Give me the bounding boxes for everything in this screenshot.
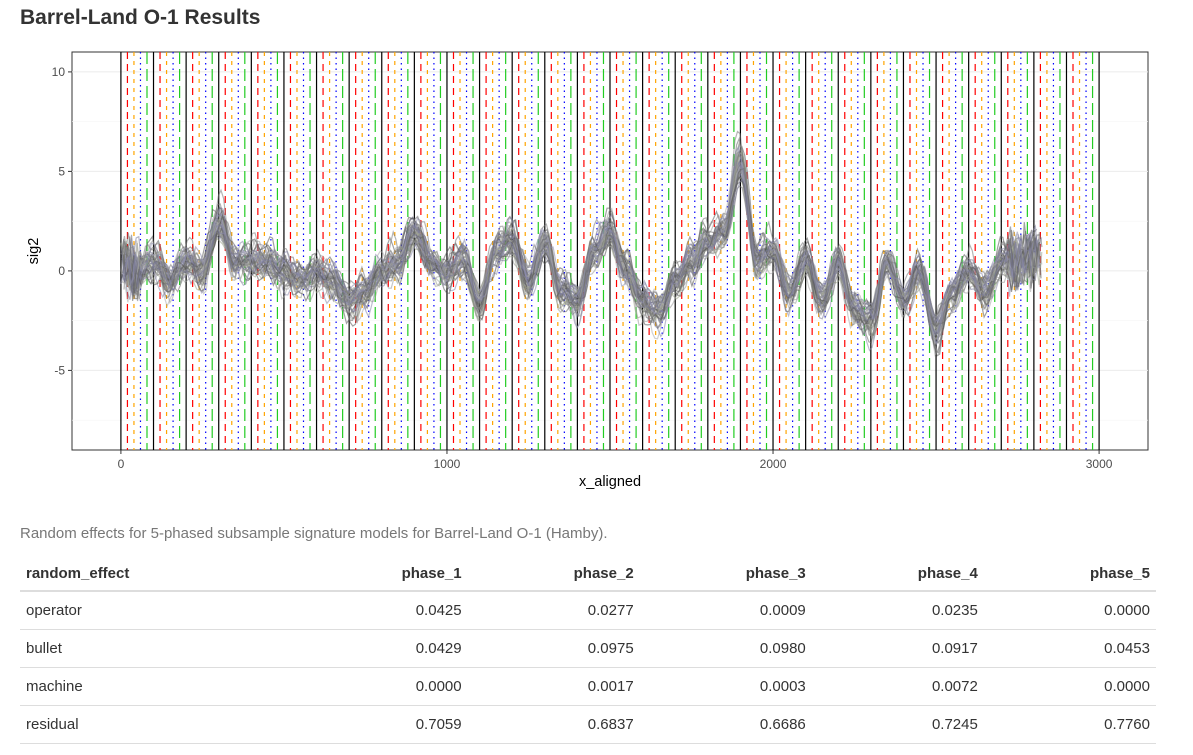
x-axis-title: x_aligned [579,474,641,490]
table-cell: 0.0453 [983,629,1156,668]
table-cell: 0.7760 [983,705,1156,744]
table-row: machine 0.0000 0.0017 0.0003 0.0072 0.00… [20,667,1156,706]
y-tick-label: 10 [52,65,66,79]
table-cell: 0.0003 [639,667,812,706]
table-cell: 0.0000 [983,667,1156,706]
y-tick-label: -5 [54,363,65,377]
x-tick-label: 3000 [1086,457,1113,471]
table-row: residual 0.7059 0.6837 0.6686 0.7245 0.7… [20,705,1156,744]
table-cell: 0.0425 [295,591,468,630]
signature-line [122,180,1035,357]
column-header: phase_5 [983,557,1156,592]
column-header: phase_3 [639,557,812,592]
x-tick-label: 1000 [434,457,461,471]
table-cell: bullet [20,629,296,668]
y-tick-label: 0 [58,264,65,278]
table-cell: 0.0072 [811,667,984,706]
column-header: phase_2 [467,557,640,592]
table-cell: operator [20,591,296,630]
x-tick-label: 2000 [760,457,787,471]
signature-line [124,145,1034,347]
table-row: operator 0.0425 0.0277 0.0009 0.0235 0.0… [20,591,1156,630]
y-tick-label: 5 [58,164,65,178]
x-axis: 0 1000 2000 3000 [118,450,1113,471]
table-cell: 0.6837 [467,705,640,744]
table-cell: 0.0980 [639,629,812,668]
table-cell: machine [20,667,296,706]
table-cell: 0.6686 [639,705,812,744]
table-cell: 0.0975 [467,629,640,668]
table-cell: 0.7245 [811,705,984,744]
signature-chart: -5 0 5 10 0 1000 2000 3000 x_aligned sig2 [26,51,1149,490]
column-header: random_effect [20,557,296,592]
phase-lines [120,52,1100,450]
table-cell: residual [20,705,296,744]
random-effects-table: random_effect phase_1 phase_2 phase_3 ph… [20,557,1156,744]
table-cell: 0.0017 [467,667,640,706]
y-axis: -5 0 5 10 [52,65,72,377]
page-title: Barrel-Land O-1 Results [20,6,261,29]
table-cell: 0.0917 [811,629,984,668]
x-tick-label: 0 [118,457,125,471]
column-header: phase_4 [811,557,984,592]
y-axis-title: sig2 [26,238,42,265]
table-cell: 0.0429 [295,629,468,668]
table-cell: 0.7059 [295,705,468,744]
table-header-row: random_effect phase_1 phase_2 phase_3 ph… [20,557,1156,592]
table-cell: 0.0235 [811,591,984,630]
table-cell: 0.0009 [639,591,812,630]
table-cell: 0.0000 [983,591,1156,630]
table-cell: 0.0000 [295,667,468,706]
table-cell: 0.0277 [467,591,640,630]
table-row: bullet 0.0429 0.0975 0.0980 0.0917 0.045… [20,629,1156,668]
table-caption: Random effects for 5-phased subsample si… [20,525,608,542]
signature-lines [120,130,1043,357]
signature-line [121,178,1035,336]
column-header: phase_1 [295,557,468,592]
